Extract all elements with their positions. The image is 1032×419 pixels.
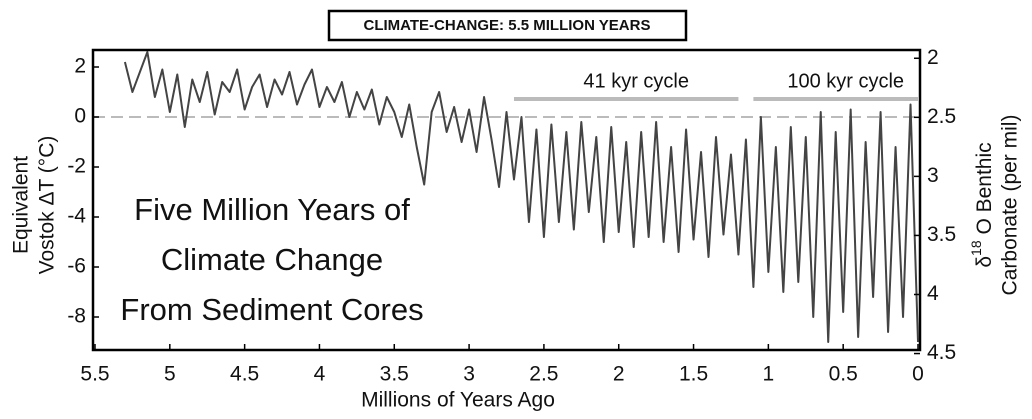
y-tick-label: -6	[67, 255, 86, 278]
x-tick-label: 2	[613, 363, 625, 386]
annotation-line: From Sediment Cores	[120, 292, 423, 327]
x-tick-label: 0.5	[829, 363, 858, 386]
data-line	[123, 51, 919, 343]
x-tick-label: 0	[912, 363, 924, 386]
y2-tick-label: 4.5	[927, 341, 956, 364]
cycle-label: 100 kyr cycle	[787, 70, 904, 92]
x-axis-label: Millions of Years Ago	[361, 389, 555, 412]
y2-label-part: O Benthic	[973, 142, 996, 240]
y2-axis-label: Carbonate (per mil)	[999, 115, 1022, 296]
chart-title: CLIMATE-CHANGE: 5.5 MILLION YEARS	[364, 17, 651, 34]
cycle-label: 41 kyr cycle	[583, 70, 689, 92]
y-tick-label: -8	[67, 305, 86, 328]
annotation-line: Climate Change	[161, 242, 383, 277]
y2-tick-label: 3.5	[927, 223, 956, 246]
x-tick-label: 3.5	[380, 363, 409, 386]
y-tick-label: -2	[67, 155, 86, 178]
y-tick-label: 2	[74, 55, 86, 78]
x-tick-label: 5.5	[80, 363, 109, 386]
x-tick-label: 2.5	[529, 363, 558, 386]
y2-tick-label: 2.5	[927, 105, 956, 128]
title-box	[327, 9, 688, 42]
x-tick-label: 1	[763, 363, 775, 386]
y2-axis-label: δ18 O Benthic	[968, 142, 996, 267]
y-axis-label: Vostok ΔT (°C)	[36, 136, 59, 275]
y2-tick-label: 2	[927, 46, 939, 69]
x-tick-label: 4	[314, 363, 326, 386]
x-tick-label: 1.5	[679, 363, 708, 386]
y-tick-label: -4	[67, 205, 86, 228]
plot-frame	[91, 48, 922, 352]
y2-tick-label: 3	[927, 164, 939, 187]
annotation-line: Five Million Years of	[134, 192, 410, 227]
x-tick-label: 3	[463, 363, 475, 386]
x-tick-label: 5	[164, 363, 176, 386]
x-tick-label: 4.5	[230, 363, 259, 386]
y2-label-sup: 18	[968, 240, 984, 256]
y-tick-label: 0	[74, 105, 86, 128]
y2-label-part: δ	[973, 256, 996, 268]
y2-tick-label: 4	[927, 282, 939, 305]
y-axis-label: Equivalent	[10, 156, 33, 254]
